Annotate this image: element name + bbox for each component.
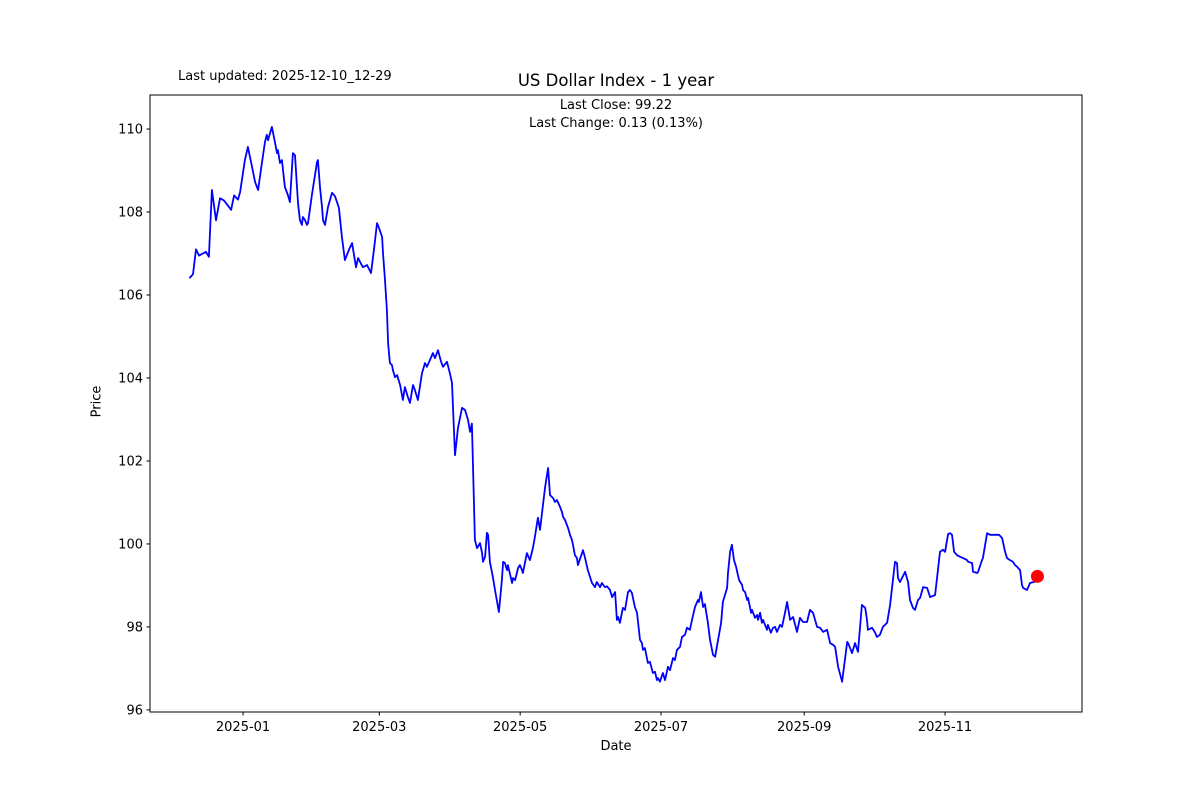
- price-line: [188, 126, 1039, 683]
- x-axis-label: Date: [600, 739, 632, 754]
- x-tick-label: 2025-05: [493, 720, 547, 735]
- y-tick-label: 96: [126, 703, 143, 718]
- y-tick-label: 102: [118, 454, 143, 469]
- last-updated-note: Last updated: 2025-12-10_12-29: [178, 69, 392, 84]
- y-tick-label: 108: [118, 206, 143, 221]
- y-tick-label: 100: [118, 537, 143, 552]
- chart-title: US Dollar Index - 1 year: [517, 71, 715, 90]
- y-tick-label: 106: [118, 288, 143, 303]
- y-tick-label: 98: [126, 620, 143, 635]
- chart-subtitle: Last Close: 99.22 Last Change: 0.13 (0.1…: [150, 97, 1082, 133]
- y-tick-label: 110: [118, 123, 143, 138]
- x-tick-label: 2025-01: [216, 720, 270, 735]
- x-tick-label: 2025-09: [777, 720, 831, 735]
- y-axis-label: Price: [89, 385, 105, 418]
- last-close-marker: [1030, 569, 1044, 583]
- last-close-text: Last Close: 99.22: [559, 98, 673, 113]
- y-tick-label: 104: [118, 371, 143, 386]
- x-tick-label: 2025-07: [634, 720, 688, 735]
- x-tick-label: 2025-03: [352, 720, 406, 735]
- x-tick-label: 2025-11: [918, 720, 972, 735]
- plot-frame: [149, 94, 1083, 713]
- last-change-text: Last Change: 0.13 (0.13%): [528, 116, 703, 131]
